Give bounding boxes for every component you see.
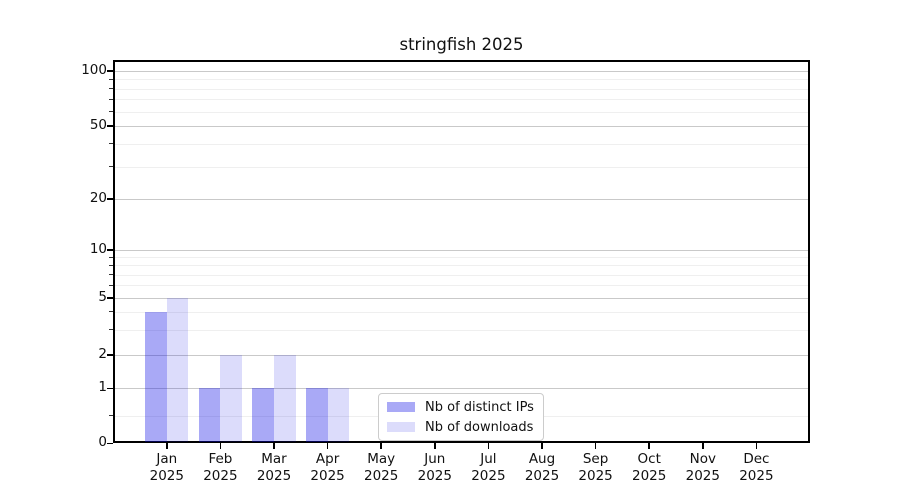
y-axis-tick-label: 2 xyxy=(98,346,107,362)
x-axis-tick-label: Jul 2025 xyxy=(471,451,506,484)
plot-area: Nb of distinct IPs Nb of downloads 0 1 2 5 1… xyxy=(81,60,810,484)
y-axis-tick-label: 0 xyxy=(98,434,107,451)
y-axis-tick-label: 10 xyxy=(89,241,107,257)
y-minor-gridline xyxy=(113,257,810,259)
y-tick xyxy=(107,297,113,299)
y-tick xyxy=(107,198,113,200)
y-gridline xyxy=(113,388,810,390)
y-minor-gridline xyxy=(113,88,810,90)
y-minor-gridline xyxy=(113,274,810,276)
bar-downloads xyxy=(166,298,189,443)
x-axis-tick-label: Jan 2025 xyxy=(149,451,184,484)
y-tick xyxy=(107,442,113,445)
bar-downloads xyxy=(220,355,242,443)
x-axis-tick-label: May 2025 xyxy=(364,451,399,484)
y-minor-tick xyxy=(109,78,113,80)
x-tick xyxy=(594,443,597,449)
y-minor-gridline xyxy=(113,285,810,287)
x-tick xyxy=(702,443,704,449)
y-minor-gridline xyxy=(113,143,810,145)
y-minor-gridline xyxy=(113,99,810,101)
bar-distinct-ips xyxy=(145,311,167,443)
y-minor-tick xyxy=(109,311,113,313)
bar-distinct-ips xyxy=(198,388,221,443)
x-tick xyxy=(326,443,329,449)
y-gridline xyxy=(113,71,810,73)
y-minor-tick xyxy=(109,329,113,331)
x-tick xyxy=(380,443,382,449)
y-axis-tick-label: 5 xyxy=(98,289,107,305)
bar-distinct-ips xyxy=(306,388,328,443)
legend-swatch-distinct-ips xyxy=(387,402,415,412)
y-minor-tick xyxy=(109,274,113,276)
y-minor-gridline xyxy=(113,265,810,267)
y-gridline xyxy=(113,298,810,300)
x-tick xyxy=(487,443,490,449)
x-axis-tick-label: Sep 2025 xyxy=(578,451,613,484)
y-gridline xyxy=(113,250,810,252)
bottom-spine xyxy=(113,441,810,443)
left-spine xyxy=(113,60,115,443)
y-minor-tick xyxy=(109,264,113,266)
y-minor-gridline xyxy=(113,111,810,113)
top-spine xyxy=(113,60,810,62)
legend-row-distinct-ips: Nb of distinct IPs xyxy=(387,399,535,415)
x-tick xyxy=(434,443,436,449)
x-axis-tick-label: Oct 2025 xyxy=(632,451,667,484)
y-tick xyxy=(107,387,113,390)
y-tick xyxy=(107,70,113,72)
y-axis-tick-label: 100 xyxy=(81,62,107,78)
legend-label-distinct-ips: Nb of distinct IPs xyxy=(425,399,534,415)
y-gridline xyxy=(113,126,810,128)
y-gridline xyxy=(113,199,810,201)
y-minor-gridline xyxy=(113,79,810,81)
legend-row-downloads: Nb of downloads xyxy=(387,419,535,435)
y-minor-tick xyxy=(109,284,113,286)
x-tick xyxy=(755,443,758,449)
legend-label-downloads: Nb of downloads xyxy=(425,419,534,435)
x-axis-tick-label: Dec 2025 xyxy=(739,451,774,484)
y-minor-tick xyxy=(109,415,113,417)
y-tick xyxy=(107,354,113,356)
y-axis-tick-label: 20 xyxy=(89,190,107,206)
bar-downloads xyxy=(274,355,296,443)
y-axis-tick-label: 1 xyxy=(98,379,107,396)
x-tick xyxy=(648,443,650,449)
x-axis-tick-label: Feb 2025 xyxy=(203,451,238,484)
x-tick xyxy=(219,443,222,449)
bar-downloads xyxy=(327,388,350,443)
x-axis-tick-label: Mar 2025 xyxy=(256,451,292,484)
x-axis-tick-label: Apr 2025 xyxy=(310,451,345,484)
y-minor-tick xyxy=(109,166,113,168)
y-minor-tick xyxy=(109,111,113,113)
x-tick xyxy=(541,443,543,449)
y-minor-tick xyxy=(109,98,113,100)
x-axis-tick-label: Nov 2025 xyxy=(685,451,720,484)
y-minor-tick xyxy=(109,256,113,258)
x-axis-tick-label: Jun 2025 xyxy=(417,451,452,484)
y-minor-tick xyxy=(109,88,113,90)
right-spine xyxy=(808,60,810,443)
y-tick xyxy=(107,125,113,127)
y-minor-gridline xyxy=(113,329,810,331)
x-axis-tick-label: Aug 2025 xyxy=(524,451,560,484)
legend-swatch-downloads xyxy=(387,422,415,432)
y-minor-gridline xyxy=(113,166,810,168)
y-gridline xyxy=(113,355,810,357)
y-axis-tick-label: 50 xyxy=(89,117,107,133)
y-minor-tick xyxy=(109,143,113,145)
legend: Nb of distinct IPs Nb of downloads xyxy=(378,393,544,441)
y-tick xyxy=(107,249,113,251)
x-tick xyxy=(273,443,275,449)
x-tick xyxy=(166,443,168,449)
y-minor-gridline xyxy=(113,311,810,313)
chart-title: stringfish 2025 xyxy=(399,35,524,54)
bar-distinct-ips xyxy=(252,388,274,443)
